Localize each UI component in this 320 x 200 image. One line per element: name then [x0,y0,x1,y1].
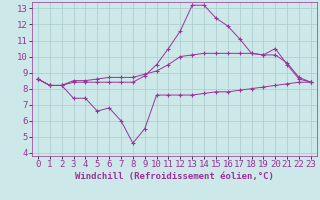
X-axis label: Windchill (Refroidissement éolien,°C): Windchill (Refroidissement éolien,°C) [75,172,274,181]
